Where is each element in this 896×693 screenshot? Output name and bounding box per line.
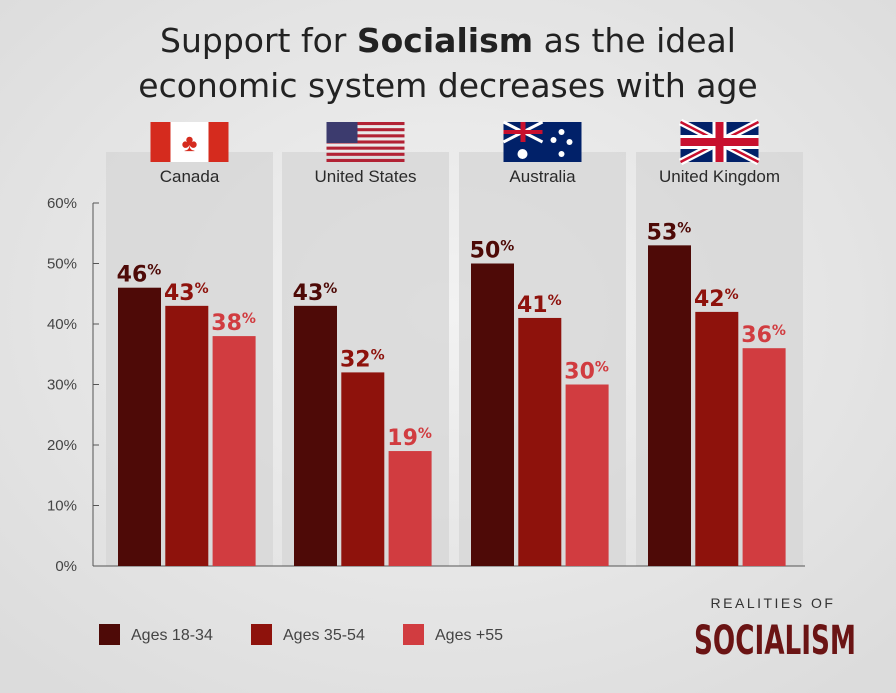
y-tick-label: 0%: [55, 558, 77, 575]
data-label: 32%: [340, 347, 385, 372]
bar-united-states-2: [341, 372, 385, 566]
realities-of-socialism-logo: REALITIES OF SOCIALISM: [694, 595, 856, 664]
data-label: 43%: [293, 281, 338, 306]
chart-title-line2: economic system decreases with age: [138, 66, 757, 105]
flag-star: [558, 151, 565, 157]
flag-star: [550, 137, 557, 143]
flag-part: [503, 130, 543, 134]
data-label: 43%: [164, 281, 209, 306]
data-label: 36%: [741, 323, 786, 348]
bar-australia-1: [471, 263, 514, 566]
y-tick-label: 40%: [47, 316, 77, 333]
y-tick-label: 20%: [47, 437, 77, 454]
legend-label: Ages +55: [435, 627, 503, 644]
legend-swatch: [99, 624, 120, 645]
legend-label: Ages 35-54: [283, 627, 365, 644]
data-label: 46%: [117, 263, 162, 288]
flag-stripe: [326, 158, 405, 162]
flag-canton: [326, 122, 358, 143]
data-label: 38%: [211, 311, 256, 336]
country-label: United States: [314, 167, 416, 186]
maple-leaf-icon: ♣: [182, 130, 198, 157]
bar-united-states-3: [388, 451, 432, 566]
data-label: 42%: [694, 287, 739, 312]
bar-australia-2: [518, 317, 562, 566]
flag-part: [150, 122, 171, 162]
bar-canada-1: [118, 287, 161, 566]
y-tick-label: 30%: [47, 377, 77, 394]
logo-line2: SOCIALISM: [694, 618, 856, 664]
legend-swatch: [403, 624, 424, 645]
flag-star: [566, 139, 573, 145]
data-label: 19%: [387, 426, 432, 451]
y-tick-label: 60%: [47, 195, 77, 212]
bar-united-kingdom-3: [742, 348, 786, 566]
data-label: 30%: [564, 360, 609, 385]
logo-line1: REALITIES OF: [711, 595, 836, 611]
bar-united-kingdom-1: [648, 245, 691, 566]
legend-swatch: [251, 624, 272, 645]
flag-stripe: [326, 140, 405, 144]
y-tick-label: 10%: [47, 498, 77, 515]
usa-flag-icon: [326, 122, 405, 162]
country-label: Canada: [160, 167, 220, 186]
data-label: 50%: [470, 239, 515, 264]
flag-star: [517, 149, 528, 159]
flag-stripe: [326, 134, 405, 138]
flag-star: [558, 129, 565, 135]
country-label: United Kingdom: [659, 167, 780, 186]
flag-part: [680, 138, 759, 146]
bar-canada-3: [212, 336, 256, 566]
flag-part: [208, 122, 229, 162]
flag-stripe: [326, 146, 405, 150]
flag-stripe: [326, 128, 405, 132]
australia-flag-icon: [502, 120, 582, 162]
legend-label: Ages 18-34: [131, 627, 213, 644]
data-label: 53%: [647, 220, 692, 245]
bar-united-states-1: [294, 305, 337, 566]
flag-stripe: [326, 152, 405, 156]
flag-stripe: [326, 122, 405, 126]
chart-title-line1: Support for Socialism as the ideal: [160, 21, 736, 60]
bar-united-kingdom-2: [695, 311, 739, 566]
bar-canada-2: [165, 305, 209, 566]
data-label: 41%: [517, 293, 562, 318]
y-tick-label: 50%: [47, 256, 77, 273]
canada-flag-icon: ♣: [150, 122, 229, 162]
country-label: Australia: [509, 167, 576, 186]
bar-australia-3: [565, 384, 609, 566]
uk-flag-icon: [678, 118, 761, 166]
